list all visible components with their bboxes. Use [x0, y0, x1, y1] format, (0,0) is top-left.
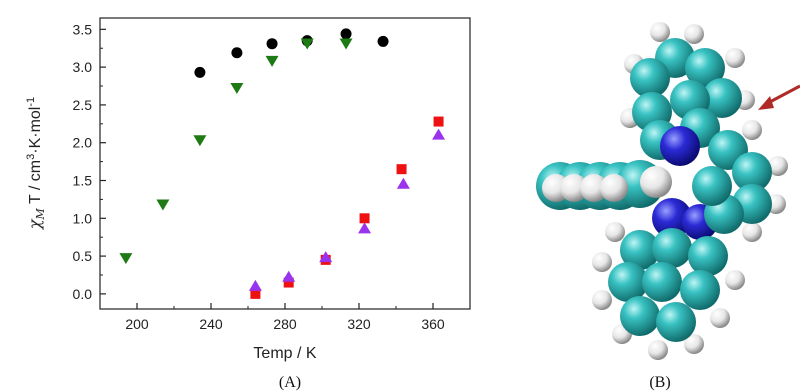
x-tick-label: 280 [273, 316, 297, 332]
y-tick-label: 0.5 [73, 248, 93, 264]
y-tick-label: 2.0 [73, 135, 93, 151]
x-axis-title: Temp / K [253, 345, 316, 362]
molecule-left-stack [536, 160, 672, 210]
x-tick-label: 320 [347, 316, 371, 332]
y-tick-label: 3.0 [73, 59, 93, 75]
series-3-point-square [396, 164, 407, 175]
series-4-point-triangle-up [282, 270, 296, 282]
chi-t-vs-temperature-chart: 200 240 280 320 360 0.0 0.5 1.0 1.5 2.0 2.5 3.0 3.5… [25, 17, 471, 391]
series-2-point-triangle-down [230, 83, 244, 95]
x-tick-label: 200 [125, 316, 149, 332]
series-3-point-square [250, 288, 261, 299]
series-2-point-triangle-down [265, 55, 279, 67]
series-1-point-circle [377, 35, 389, 47]
plot-frame [99, 17, 471, 310]
x-tick-label: 360 [421, 316, 445, 332]
series-4-point-triangle-up [432, 128, 446, 140]
molecule-nitrogens [652, 126, 718, 240]
y-tick-label: 1.5 [73, 173, 93, 189]
x-tick-label: 240 [199, 316, 223, 332]
x-axis-ticks: 200 240 280 320 360 [125, 303, 471, 332]
y-tick-label: 3.5 [73, 21, 93, 37]
series-1-point-circle [266, 38, 278, 50]
y-axis-ticks: 0.0 0.5 1.0 1.5 2.0 2.5 3.0 3.5 [73, 21, 106, 302]
space-filling-molecule-model: (B) [536, 22, 800, 391]
series-2-point-triangle-down [193, 135, 207, 147]
series-4-point-triangle-up [319, 251, 333, 263]
series-2-point-triangle-down [156, 199, 170, 211]
y-axis-title: χM T / cm3·K·mol-1 [25, 97, 47, 230]
series-1-point-circle [194, 66, 206, 78]
series-3-point-square [283, 277, 294, 288]
series-4-point-triangle-up [396, 177, 410, 189]
annotation-arrow [758, 84, 800, 110]
panel-label-b: (B) [649, 374, 670, 391]
y-tick-label: 0.0 [73, 286, 93, 302]
data-points [119, 28, 446, 299]
series-1-point-circle [231, 47, 243, 59]
series-2-point-triangle-down [300, 38, 314, 50]
panel-label-a: (A) [279, 374, 301, 391]
series-2-point-triangle-down [339, 38, 353, 50]
molecule-lower-ring [608, 228, 728, 342]
series-2-point-triangle-down [119, 253, 133, 265]
y-tick-label: 2.5 [73, 97, 93, 113]
series-3-point-square [433, 116, 444, 127]
series-1-point-circle [340, 28, 352, 40]
series-4-point-triangle-up [248, 279, 262, 291]
y-tick-label: 1.0 [73, 210, 93, 226]
series-4-point-triangle-up [358, 222, 372, 234]
molecule-right-ring [692, 130, 772, 234]
series-3-point-square [359, 213, 370, 224]
